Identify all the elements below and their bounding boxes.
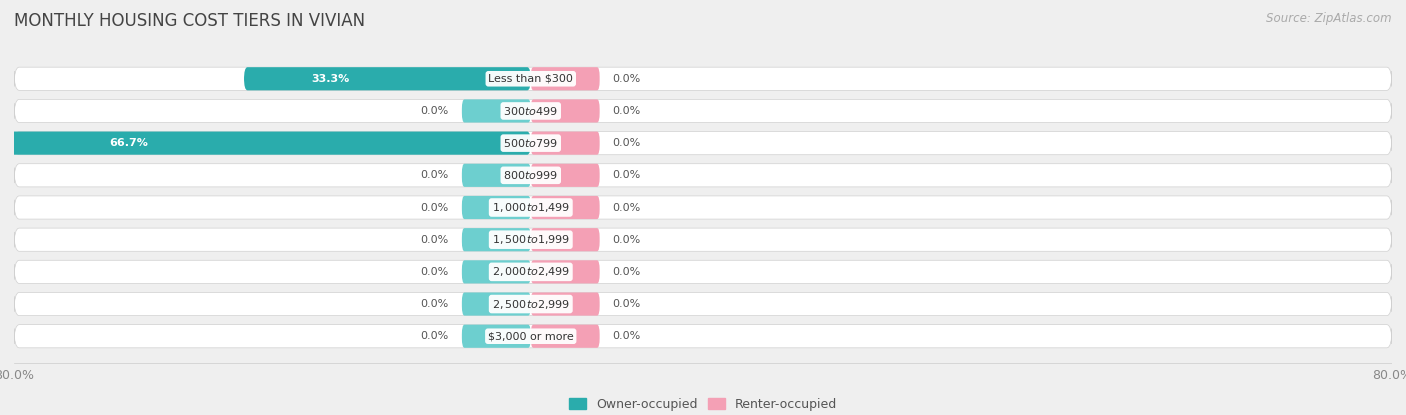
FancyBboxPatch shape (461, 260, 531, 283)
FancyBboxPatch shape (531, 293, 599, 316)
FancyBboxPatch shape (531, 67, 599, 90)
Text: 0.0%: 0.0% (613, 138, 641, 148)
Text: $1,000 to $1,499: $1,000 to $1,499 (492, 201, 569, 214)
FancyBboxPatch shape (14, 99, 1392, 122)
FancyBboxPatch shape (461, 293, 531, 316)
Text: $300 to $499: $300 to $499 (503, 105, 558, 117)
Text: 0.0%: 0.0% (613, 106, 641, 116)
FancyBboxPatch shape (14, 196, 1392, 219)
Text: $500 to $799: $500 to $799 (503, 137, 558, 149)
Text: 0.0%: 0.0% (420, 331, 449, 341)
Text: $1,500 to $1,999: $1,500 to $1,999 (492, 233, 569, 246)
Text: 0.0%: 0.0% (420, 170, 449, 180)
FancyBboxPatch shape (531, 196, 599, 219)
FancyBboxPatch shape (461, 196, 531, 219)
Text: 0.0%: 0.0% (613, 235, 641, 245)
FancyBboxPatch shape (461, 325, 531, 348)
Text: Less than $300: Less than $300 (488, 74, 574, 84)
FancyBboxPatch shape (245, 67, 531, 90)
FancyBboxPatch shape (531, 228, 599, 251)
Text: 66.7%: 66.7% (110, 138, 148, 148)
FancyBboxPatch shape (531, 99, 599, 122)
Text: 0.0%: 0.0% (613, 203, 641, 212)
Text: 0.0%: 0.0% (613, 267, 641, 277)
FancyBboxPatch shape (531, 132, 599, 155)
Text: $2,000 to $2,499: $2,000 to $2,499 (492, 265, 569, 278)
Text: $800 to $999: $800 to $999 (503, 169, 558, 181)
FancyBboxPatch shape (14, 293, 1392, 316)
Text: 0.0%: 0.0% (613, 74, 641, 84)
FancyBboxPatch shape (461, 99, 531, 122)
Text: $2,500 to $2,999: $2,500 to $2,999 (492, 298, 569, 310)
Text: 0.0%: 0.0% (420, 267, 449, 277)
FancyBboxPatch shape (531, 164, 599, 187)
FancyBboxPatch shape (14, 67, 1392, 90)
Text: 0.0%: 0.0% (613, 299, 641, 309)
FancyBboxPatch shape (531, 325, 599, 348)
Text: MONTHLY HOUSING COST TIERS IN VIVIAN: MONTHLY HOUSING COST TIERS IN VIVIAN (14, 12, 366, 30)
FancyBboxPatch shape (461, 164, 531, 187)
FancyBboxPatch shape (14, 228, 1392, 251)
FancyBboxPatch shape (14, 325, 1392, 348)
Text: $3,000 or more: $3,000 or more (488, 331, 574, 341)
Text: 33.3%: 33.3% (311, 74, 349, 84)
FancyBboxPatch shape (14, 260, 1392, 283)
FancyBboxPatch shape (0, 132, 531, 155)
Text: 0.0%: 0.0% (420, 235, 449, 245)
FancyBboxPatch shape (531, 260, 599, 283)
Text: 0.0%: 0.0% (613, 170, 641, 180)
Text: 0.0%: 0.0% (420, 203, 449, 212)
FancyBboxPatch shape (14, 164, 1392, 187)
Legend: Owner-occupied, Renter-occupied: Owner-occupied, Renter-occupied (564, 393, 842, 415)
FancyBboxPatch shape (14, 132, 1392, 155)
FancyBboxPatch shape (461, 228, 531, 251)
Text: 0.0%: 0.0% (420, 106, 449, 116)
Text: Source: ZipAtlas.com: Source: ZipAtlas.com (1267, 12, 1392, 25)
Text: 0.0%: 0.0% (613, 331, 641, 341)
Text: 0.0%: 0.0% (420, 299, 449, 309)
